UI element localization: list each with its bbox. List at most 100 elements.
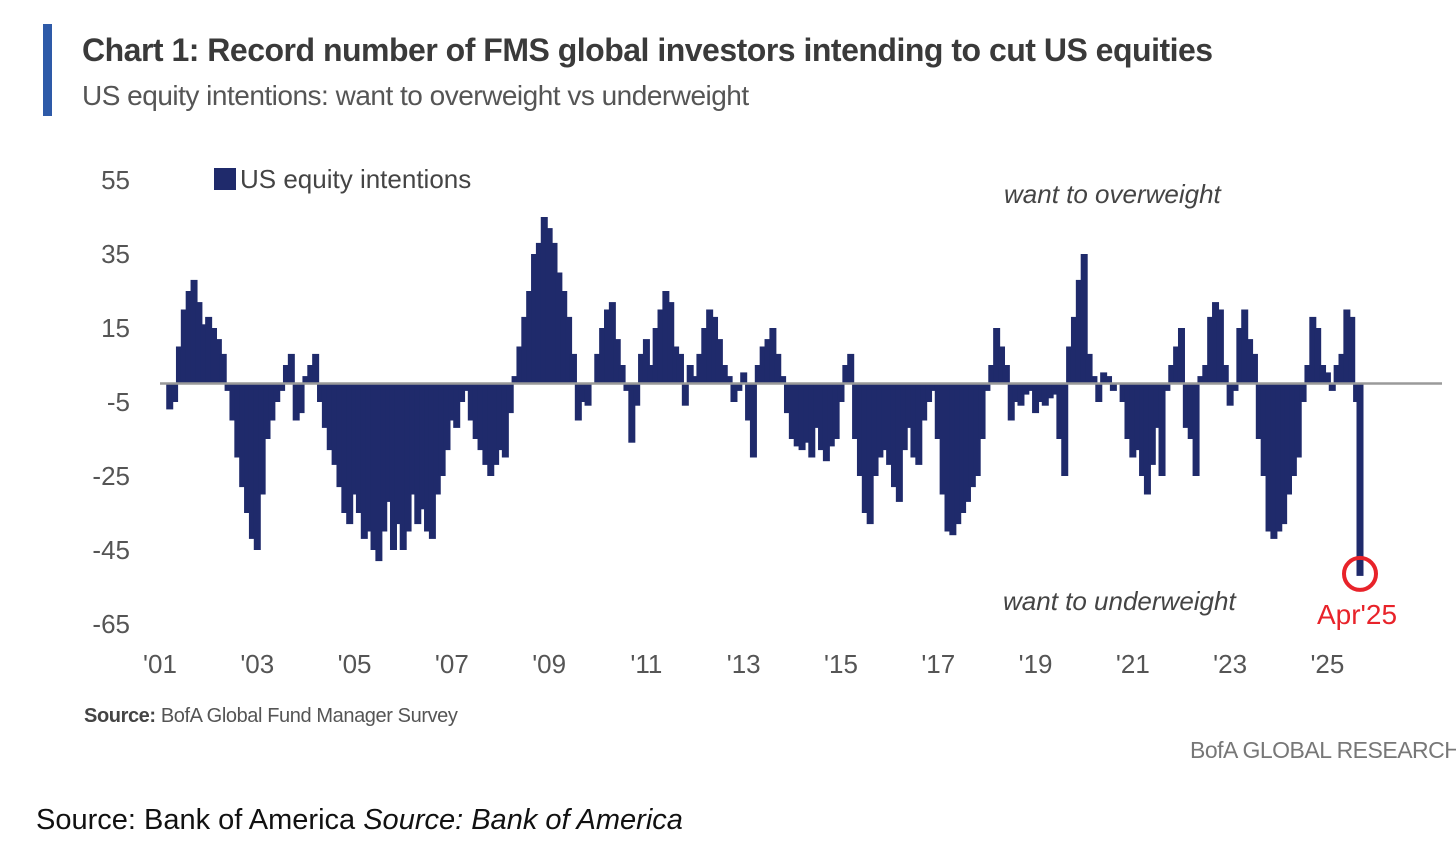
bar — [1109, 383, 1117, 391]
bar — [331, 383, 339, 465]
bar — [506, 383, 514, 414]
bar — [1007, 383, 1015, 421]
bar — [253, 383, 261, 550]
bar — [180, 309, 188, 384]
bar — [351, 383, 359, 495]
bar — [224, 383, 232, 391]
bar — [1129, 383, 1137, 458]
bar — [1022, 383, 1030, 395]
bar — [720, 365, 728, 384]
bar — [531, 254, 539, 384]
title-accent-bar — [43, 24, 52, 116]
bar — [638, 353, 646, 384]
x-tick-label: '13 — [727, 649, 761, 679]
bar — [312, 353, 320, 384]
bar — [200, 324, 208, 384]
x-tick-label: '21 — [1116, 649, 1150, 679]
x-tick-label: '11 — [630, 649, 662, 679]
bar — [701, 328, 709, 384]
bar — [1202, 365, 1210, 384]
bar — [394, 383, 402, 525]
bar — [623, 383, 631, 391]
bar — [438, 383, 446, 476]
bar — [1119, 383, 1127, 402]
bar — [297, 383, 305, 414]
bar — [881, 383, 889, 451]
bar — [735, 383, 743, 391]
bar — [676, 353, 684, 384]
chart-subtitle: US equity intentions: want to overweight… — [82, 80, 749, 111]
bar — [1265, 383, 1273, 532]
bar — [1085, 353, 1093, 384]
bar — [1216, 309, 1224, 384]
bar — [822, 383, 830, 462]
bar — [594, 353, 602, 384]
bar — [501, 383, 509, 458]
bar — [774, 353, 782, 384]
bar — [229, 383, 237, 421]
bar — [433, 383, 441, 495]
bar — [1124, 383, 1132, 439]
bar — [793, 383, 801, 447]
bar — [521, 316, 529, 384]
bar — [1002, 365, 1010, 384]
bar — [1036, 383, 1044, 402]
bar — [448, 383, 456, 421]
x-tick-label: '17 — [921, 649, 955, 679]
bar — [856, 383, 864, 476]
bar — [1187, 383, 1195, 439]
bar — [380, 383, 388, 532]
source-label: Source: — [84, 705, 156, 727]
bar — [336, 383, 344, 488]
bar — [1289, 383, 1297, 476]
bar — [365, 383, 373, 532]
bar — [1246, 339, 1254, 384]
bar — [798, 383, 806, 451]
x-tick-label: '01 — [143, 649, 177, 679]
legend-label: US equity intentions — [240, 164, 471, 194]
bar — [482, 383, 490, 465]
y-tick-label: 15 — [101, 313, 130, 343]
bar — [1236, 328, 1244, 384]
bar — [633, 383, 641, 406]
bar — [195, 302, 203, 384]
bar — [287, 353, 295, 384]
bar — [1017, 383, 1025, 406]
bar — [584, 383, 592, 406]
bar — [852, 383, 860, 439]
bar — [988, 365, 996, 384]
bar — [740, 372, 748, 384]
bar — [1032, 383, 1040, 414]
bar — [1158, 383, 1166, 476]
bar — [1163, 383, 1171, 391]
bar — [803, 383, 811, 443]
bar — [628, 383, 636, 443]
bar — [939, 383, 947, 495]
bar — [1066, 346, 1074, 384]
bar — [837, 383, 845, 402]
bar — [890, 383, 898, 488]
bar — [1314, 328, 1322, 384]
bar — [462, 383, 470, 391]
bar — [618, 365, 626, 384]
x-tick-label: '05 — [338, 649, 372, 679]
bar — [944, 383, 952, 532]
bar — [983, 383, 991, 391]
bar — [808, 383, 816, 458]
bar — [754, 365, 762, 384]
x-tick-label: '15 — [824, 649, 858, 679]
bar — [1061, 383, 1069, 476]
y-tick-label: -25 — [92, 461, 130, 491]
bar — [910, 383, 918, 458]
bar-chart: 55 35 15 -5 -25 -45 -65 '01 '03 '05 '07 '09 '11 '13 '1… — [92, 164, 1442, 679]
bar — [526, 291, 534, 384]
bar — [1046, 383, 1054, 399]
bar — [1075, 279, 1083, 384]
bar — [613, 339, 621, 384]
y-tick-label: -65 — [92, 609, 130, 639]
bar — [915, 383, 923, 465]
bar — [847, 353, 855, 384]
bar — [1139, 383, 1147, 476]
caption-plain: Source: Bank of America — [36, 804, 356, 836]
source-text: BofA Global Fund Manager Survey — [160, 705, 458, 727]
